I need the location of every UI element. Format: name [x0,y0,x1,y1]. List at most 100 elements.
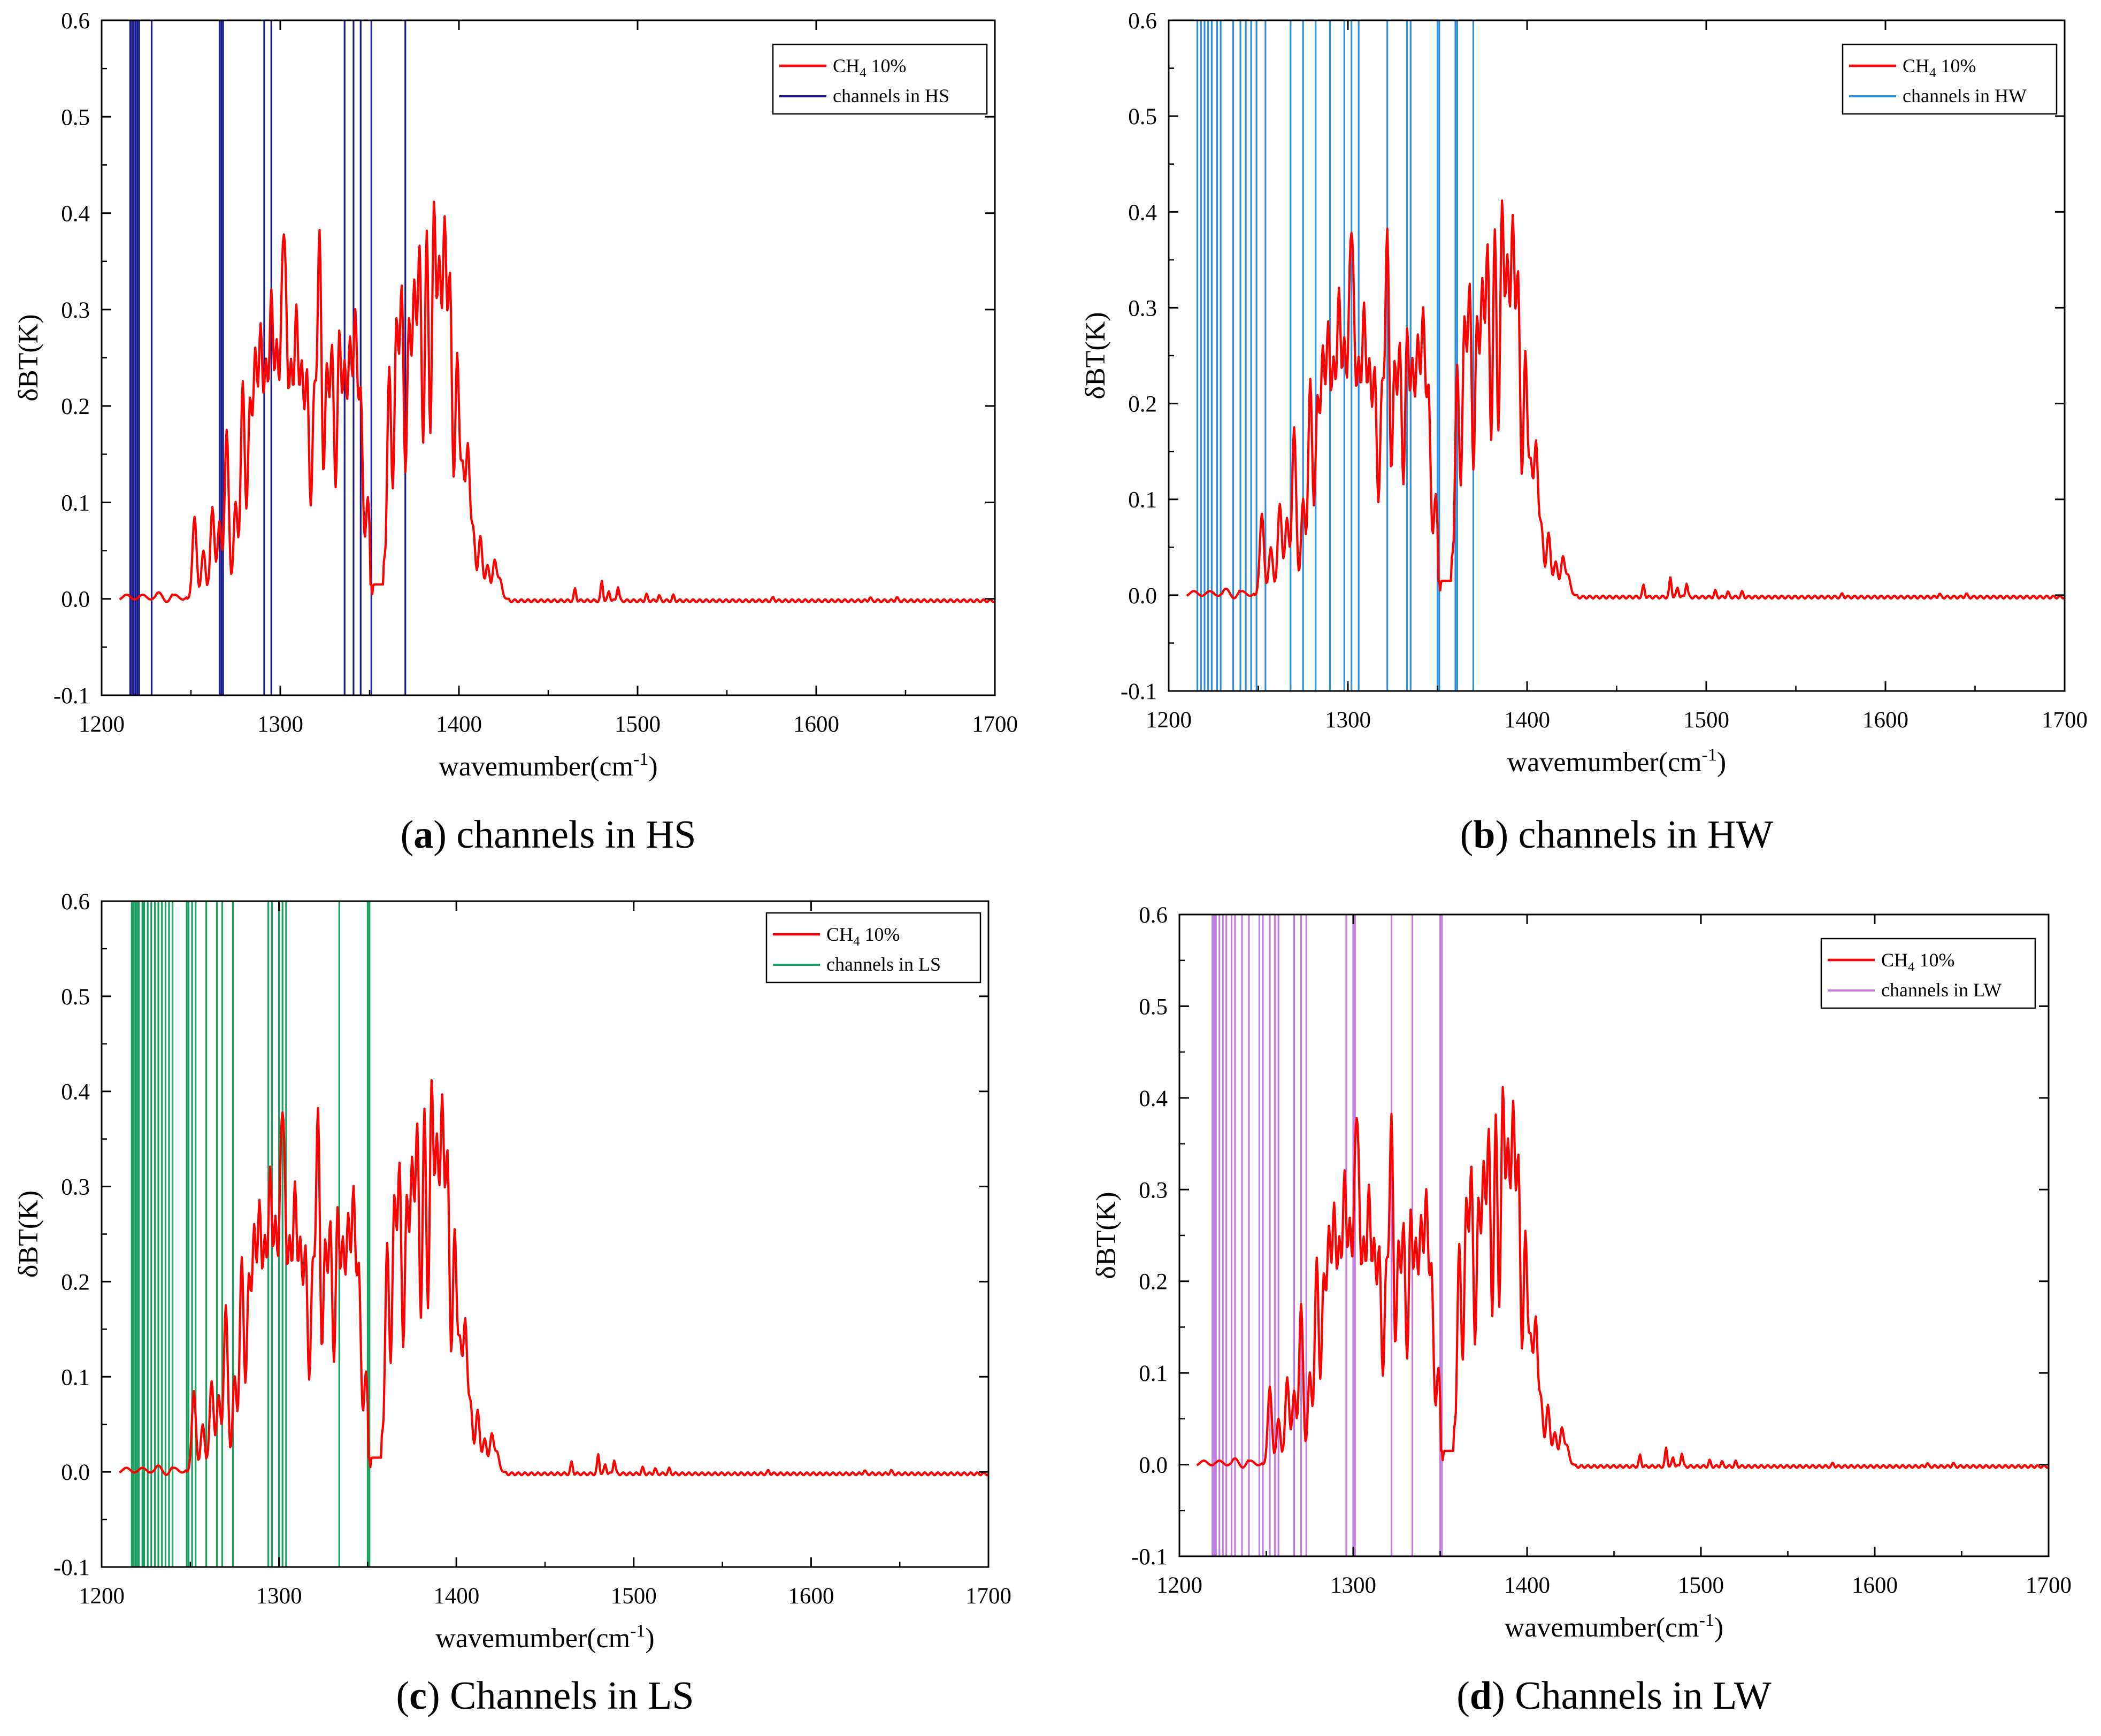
plot-area [1186,20,2065,691]
y-tick-label: 0.4 [61,202,90,227]
x-tick-label: 1500 [1678,1573,1724,1598]
x-axis-label-sup: -1 [1702,745,1717,765]
panel-caption: (c) Channels in LS [396,1674,694,1718]
legend-box [1842,43,2058,115]
y-tick-label: 0.1 [61,490,90,516]
legend: CH4 10% channels in LS [765,912,982,984]
panel-a: 0.6 0.5 0.4 0.3 0.2 0.1 0.0 -0.1 1200 1300 1400 150… [13,9,1018,857]
y-tick-label: 0.6 [1139,903,1168,928]
y-tick-label: 0.2 [1128,392,1157,417]
x-tick-label: 1200 [1146,708,1192,733]
plot-frame [101,19,996,696]
x-tick-label: 1200 [79,712,125,737]
y-tick-label: 0.6 [61,9,90,34]
y-tick-label: 0.3 [61,1175,90,1200]
x-tick-label: 1300 [1330,1573,1376,1598]
panel-d: 0.6 0.5 0.4 0.3 0.2 0.1 0.0 -0.1 1200 1300 1400 150… [1091,903,2072,1718]
y-tick-label: 0.4 [1139,1086,1168,1111]
legend-label-ch4: CH4 10% [1881,949,1955,974]
caption-text: Channels in LS [440,1674,694,1718]
y-axis-label: δBT(K) [1080,312,1111,399]
x-axis-label-sup: -1 [633,749,648,769]
x-tick-label: 1600 [793,712,839,737]
legend: CH4 10% channels in HS [772,43,988,115]
x-tick-label: 1700 [2042,708,2088,733]
ch4-series-line [119,201,995,604]
x-tick-label: 1200 [1156,1573,1202,1598]
legend: CH4 10% channels in LW [1820,938,2036,1009]
y-tick-label: 0.6 [61,889,90,915]
y-tick-label: 0.6 [1128,9,1157,34]
y-tick-label: 0.1 [61,1365,90,1390]
y-tick-label: 0.5 [61,105,90,130]
y-tick-label: 0.0 [1128,583,1157,609]
x-axis-label-main: wavemumber(cm [435,1623,630,1654]
x-axis-label: wavemumber(cm-1) [439,749,658,782]
x-axis-label-main: wavemumber(cm [1507,747,1702,778]
y-axis-label: δBT(K) [13,1190,44,1278]
caption-letter: b [1473,813,1495,857]
x-axis-label-main: wavemumber(cm [1505,1612,1699,1643]
caption-text: channels in HS [447,813,696,857]
legend: CH4 10% channels in HW [1842,43,2058,115]
x-axis-label-sup: -1 [1699,1610,1714,1630]
x-axis-label-close: ) [645,1623,654,1654]
x-tick-label: 1600 [1852,1573,1898,1598]
caption-letter: a [413,813,433,857]
x-tick-label: 1600 [1862,708,1908,733]
y-tick-label: 0.0 [61,587,90,612]
legend-label-channels: channels in LS [826,954,941,975]
y-tick-label: -0.1 [53,1555,90,1580]
x-tick-label: 1200 [79,1584,125,1609]
legend-box [772,43,988,115]
plot-area [1196,915,2049,1556]
x-tick-label: 1500 [615,712,661,737]
legend-label-channels: channels in LW [1881,979,2002,1001]
legend-label-ch4: CH4 10% [826,924,900,949]
x-tick-label: 1700 [972,712,1018,737]
plot-area [119,20,995,695]
y-tick-label: 0.2 [1139,1270,1168,1295]
x-axis-label: wavemumber(cm-1) [1505,1610,1724,1643]
x-axis-label-close: ) [1717,747,1726,778]
x-tick-label: 1500 [611,1584,657,1609]
y-tick-label: 0.4 [1128,200,1157,225]
y-tick-label: 0.0 [61,1460,90,1485]
x-tick-label: 1700 [965,1584,1011,1609]
y-tick-label: 0.2 [61,394,90,419]
x-tick-label: 1300 [257,712,303,737]
plot-frame [1178,913,2050,1557]
legend-box [765,912,982,984]
x-axis-label-close: ) [648,751,657,782]
x-axis-label-sup: -1 [630,1621,645,1641]
y-tick-label: 0.1 [1139,1361,1168,1386]
y-tick-label: 0.2 [61,1270,90,1295]
y-tick-label: 0.0 [1139,1453,1168,1478]
plot-area [119,901,988,1567]
y-tick-label: 0.5 [1128,104,1157,129]
x-tick-label: 1600 [788,1584,834,1609]
y-tick-label: 0.3 [1128,296,1157,321]
panel-b: 0.6 0.5 0.4 0.3 0.2 0.1 0.0 -0.1 1200 1300 1400 150… [1080,9,2088,857]
x-tick-label: 1500 [1683,708,1729,733]
x-tick-label: 1400 [1504,708,1550,733]
ch4-series-line [119,1079,988,1477]
legend-box [1820,938,2036,1009]
panel-caption: (b) channels in HW [1460,813,1774,857]
y-axis-label: δBT(K) [1091,1192,1122,1279]
y-tick-label: 0.3 [61,298,90,323]
y-tick-label: 0.4 [61,1080,90,1105]
ch4-series-line [1196,1086,2049,1469]
panel-caption: (a) channels in HS [401,813,696,857]
panel-caption: (d) Channels in LW [1456,1674,1772,1718]
y-tick-label: -0.1 [1131,1545,1168,1570]
legend-label-ch4: CH4 10% [833,55,907,80]
x-tick-label: 1300 [1325,708,1371,733]
panel-c: 0.6 0.5 0.4 0.3 0.2 0.1 0.0 -0.1 1200 1300 1400 150… [13,889,1011,1718]
caption-letter: d [1470,1674,1492,1718]
x-tick-label: 1700 [2026,1573,2072,1598]
y-tick-label: 0.5 [61,985,90,1010]
caption-text: channels in HW [1508,813,1773,857]
